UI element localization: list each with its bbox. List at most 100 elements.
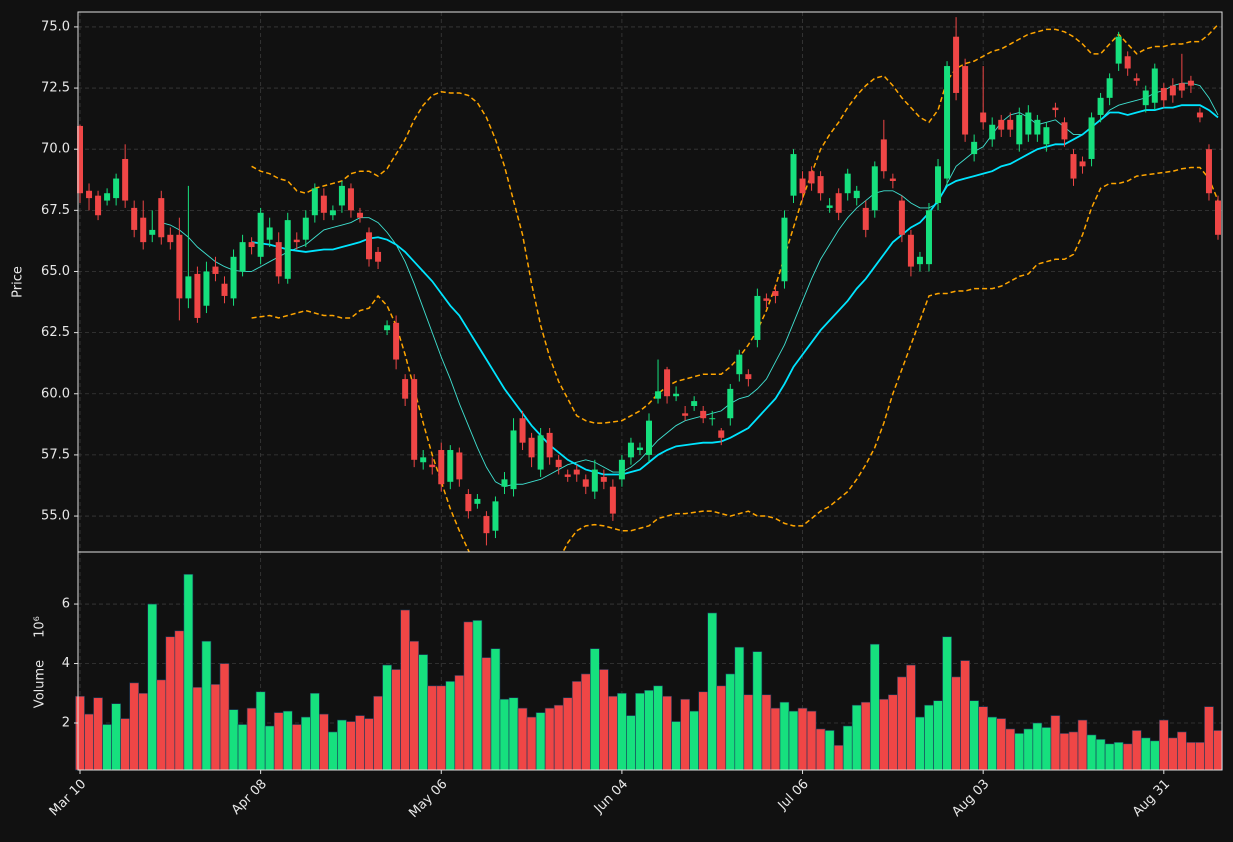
volume-bar	[201, 640, 212, 771]
candles	[77, 17, 1221, 546]
volume-bar	[580, 673, 591, 771]
candle-body	[311, 188, 318, 216]
candle-body	[862, 207, 869, 230]
candle-body	[618, 459, 625, 480]
volume-bar	[273, 712, 284, 771]
candle-body	[167, 234, 174, 243]
volume-bar	[1014, 733, 1025, 771]
volume-bar	[1050, 715, 1061, 771]
volume-bar	[851, 704, 862, 771]
volume-bar	[391, 669, 401, 771]
candle-body	[266, 227, 273, 240]
candle-body	[1079, 161, 1086, 167]
candle-body	[835, 193, 842, 213]
volume-bar	[680, 698, 690, 771]
volume-bar	[815, 728, 826, 771]
candle-body	[203, 271, 210, 306]
candle-body	[655, 391, 662, 399]
candle-body	[555, 459, 562, 468]
y-tick-label: 60.0	[41, 386, 70, 401]
candle-body	[356, 212, 363, 218]
candle-body	[158, 198, 165, 238]
volume-bar	[860, 701, 871, 771]
volume-bar	[824, 730, 835, 771]
candle-body	[221, 283, 228, 296]
candle-body	[682, 413, 689, 416]
volume-bar	[445, 681, 456, 771]
volume-bar	[1041, 727, 1052, 771]
volume-bar	[978, 706, 988, 771]
candle-body	[1097, 97, 1104, 115]
candle-body	[745, 374, 752, 380]
candle-body	[131, 207, 138, 230]
volume-bar	[734, 646, 745, 771]
volume-bar	[508, 697, 519, 771]
candle-body	[257, 212, 264, 257]
y-tick-label: 4	[62, 656, 70, 671]
candle-body	[573, 469, 580, 475]
volume-bar	[93, 697, 103, 771]
candle-body	[1133, 78, 1140, 81]
candle-body	[564, 474, 571, 477]
candle-body	[1025, 112, 1032, 135]
volume-bar	[842, 725, 853, 771]
candle-body	[853, 190, 860, 199]
candle-body	[122, 158, 129, 201]
volume-bar	[1195, 742, 1205, 771]
candle-body	[86, 190, 93, 199]
candle-body	[754, 295, 761, 340]
candle-body	[212, 266, 219, 274]
volume-bar	[255, 691, 266, 771]
candle-body	[510, 430, 517, 490]
candle-body	[149, 229, 156, 235]
candle-body	[826, 205, 833, 208]
candle-body	[727, 388, 734, 419]
candle-body	[709, 418, 716, 420]
volume-bar	[806, 710, 817, 771]
candle-body	[77, 125, 83, 194]
candle-body	[230, 256, 237, 299]
candle-body	[1215, 200, 1221, 235]
y-tick-label: 75.0	[41, 19, 70, 34]
candle-body	[1043, 127, 1050, 145]
candle-body	[104, 193, 111, 201]
volume-bar	[436, 685, 447, 771]
volume-bar	[310, 692, 320, 771]
volume-bar	[996, 718, 1007, 771]
volume-bar	[1149, 740, 1160, 771]
y-tick-label: 70.0	[41, 142, 70, 157]
candle-body	[393, 322, 400, 360]
candle-body	[1187, 80, 1194, 86]
indicator-line	[161, 82, 1219, 488]
volume-frame	[77, 551, 1223, 771]
candle-body	[889, 178, 896, 181]
candle-body	[646, 420, 652, 455]
volume-bar	[906, 664, 916, 771]
volume-offset-label: 10⁶	[33, 616, 48, 638]
volume-bar	[111, 703, 121, 771]
candle-body	[465, 494, 472, 512]
candle-body	[474, 498, 481, 504]
volume-bar	[770, 707, 781, 771]
candle-body	[546, 432, 553, 458]
volume-bar	[743, 694, 754, 771]
volume-bar	[1177, 731, 1187, 771]
candle-body	[898, 200, 905, 235]
volume-bar	[571, 681, 582, 771]
y-tick-label: 55.0	[41, 509, 70, 524]
volume-bar	[644, 689, 654, 771]
volume-bar	[1059, 733, 1070, 771]
volume-bar	[797, 707, 808, 771]
candle-body	[113, 178, 120, 199]
candle-body	[935, 166, 942, 204]
volume-bar	[499, 698, 510, 771]
candle-body	[1160, 88, 1167, 101]
volume-bar	[888, 694, 898, 771]
candle-body	[1070, 154, 1077, 179]
volume-bar	[535, 712, 546, 771]
volume-bar	[635, 692, 645, 771]
candle-body	[627, 442, 634, 458]
candle-body	[736, 354, 743, 375]
candle-body	[528, 437, 535, 458]
